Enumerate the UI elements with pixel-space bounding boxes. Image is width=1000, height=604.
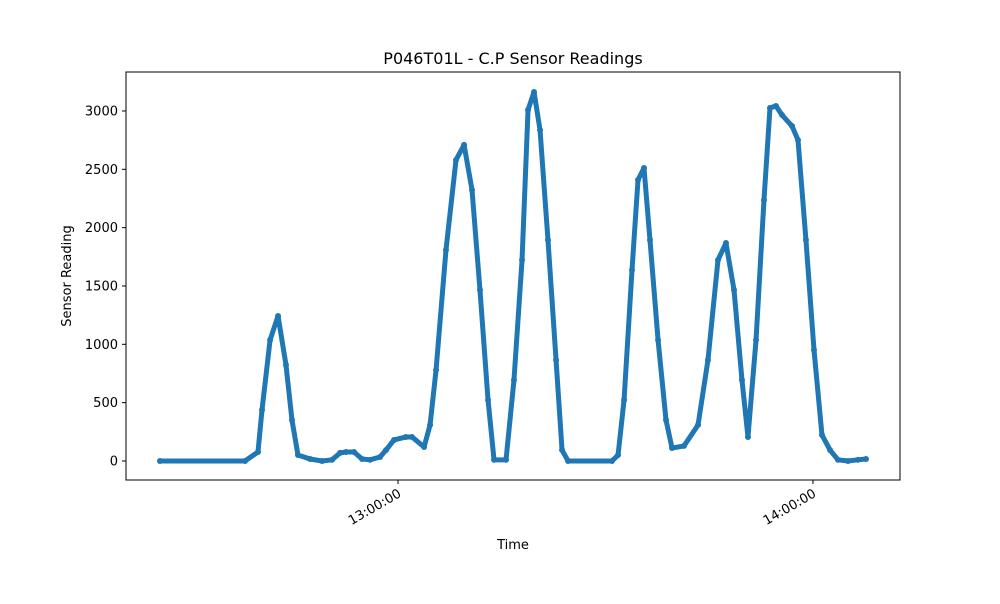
- y-axis-label: Sensor Reading: [60, 225, 75, 326]
- data-point: [565, 457, 572, 464]
- data-point: [350, 448, 357, 455]
- y-tick-label: 2000: [85, 221, 118, 236]
- data-point: [503, 456, 510, 463]
- data-point: [680, 442, 687, 449]
- data-point: [722, 240, 729, 247]
- data-point: [402, 433, 409, 440]
- data-point: [802, 237, 809, 244]
- data-point: [525, 106, 532, 113]
- x-axis-label: Time: [496, 538, 529, 553]
- data-point: [845, 457, 852, 464]
- y-tick-label: 1500: [85, 279, 118, 294]
- data-point: [559, 447, 566, 454]
- y-tick-label: 500: [93, 396, 118, 411]
- data-point: [714, 256, 721, 263]
- data-point: [537, 126, 544, 133]
- data-point: [640, 165, 647, 172]
- data-point: [778, 111, 785, 118]
- data-point: [834, 456, 841, 463]
- data-point: [337, 449, 344, 456]
- data-point: [343, 448, 350, 455]
- data-point: [531, 88, 538, 95]
- data-point: [453, 156, 460, 163]
- data-point: [615, 452, 622, 459]
- data-point: [629, 266, 636, 273]
- data-point: [421, 443, 428, 450]
- data-point: [377, 454, 384, 461]
- data-point: [818, 431, 825, 438]
- data-point: [157, 457, 164, 464]
- data-point: [772, 102, 779, 109]
- data-point: [319, 457, 326, 464]
- data-point: [544, 237, 551, 244]
- data-point: [646, 237, 653, 244]
- data-point: [469, 186, 476, 193]
- chart-title: P046T01L - C.P Sensor Readings: [383, 49, 642, 68]
- data-point: [862, 455, 869, 462]
- data-point: [794, 137, 801, 144]
- data-point: [854, 456, 861, 463]
- data-point: [491, 456, 498, 463]
- data-point: [695, 421, 702, 428]
- data-point: [328, 456, 335, 463]
- data-point: [766, 104, 773, 111]
- y-tick-label: 0: [110, 454, 118, 469]
- data-point: [390, 436, 397, 443]
- data-point: [367, 456, 374, 463]
- data-point: [704, 356, 711, 363]
- data-point: [476, 286, 483, 293]
- plot-area: [157, 88, 869, 464]
- data-point: [621, 396, 628, 403]
- y-tick-label: 2500: [85, 163, 118, 178]
- data-point: [259, 406, 266, 413]
- data-point: [753, 336, 760, 343]
- data-point: [267, 336, 274, 343]
- data-point: [608, 457, 615, 464]
- data-point: [738, 377, 745, 384]
- data-point: [275, 312, 282, 319]
- data-point: [294, 452, 301, 459]
- data-point: [744, 433, 751, 440]
- data-point: [827, 447, 834, 454]
- data-point: [510, 377, 517, 384]
- data-point: [427, 421, 434, 428]
- data-point: [760, 196, 767, 203]
- data-point: [442, 247, 449, 254]
- data-point: [655, 336, 662, 343]
- data-point: [553, 356, 560, 363]
- data-point: [433, 366, 440, 373]
- data-point: [359, 455, 366, 462]
- y-tick-label: 3000: [85, 104, 118, 119]
- data-point: [254, 448, 261, 455]
- data-point: [485, 396, 492, 403]
- axes-frame: [125, 71, 901, 481]
- data-point: [408, 433, 415, 440]
- y-tick-label: 1000: [85, 338, 118, 353]
- data-point: [307, 455, 314, 462]
- data-point: [519, 256, 526, 263]
- data-point: [282, 361, 289, 368]
- data-point: [461, 141, 468, 148]
- data-point: [663, 417, 670, 424]
- data-point: [811, 347, 818, 354]
- data-point: [242, 457, 249, 464]
- data-point: [635, 176, 642, 183]
- data-point: [383, 447, 390, 454]
- data-point: [788, 123, 795, 130]
- data-point: [731, 286, 738, 293]
- data-point: [288, 417, 295, 424]
- data-point: [669, 445, 676, 452]
